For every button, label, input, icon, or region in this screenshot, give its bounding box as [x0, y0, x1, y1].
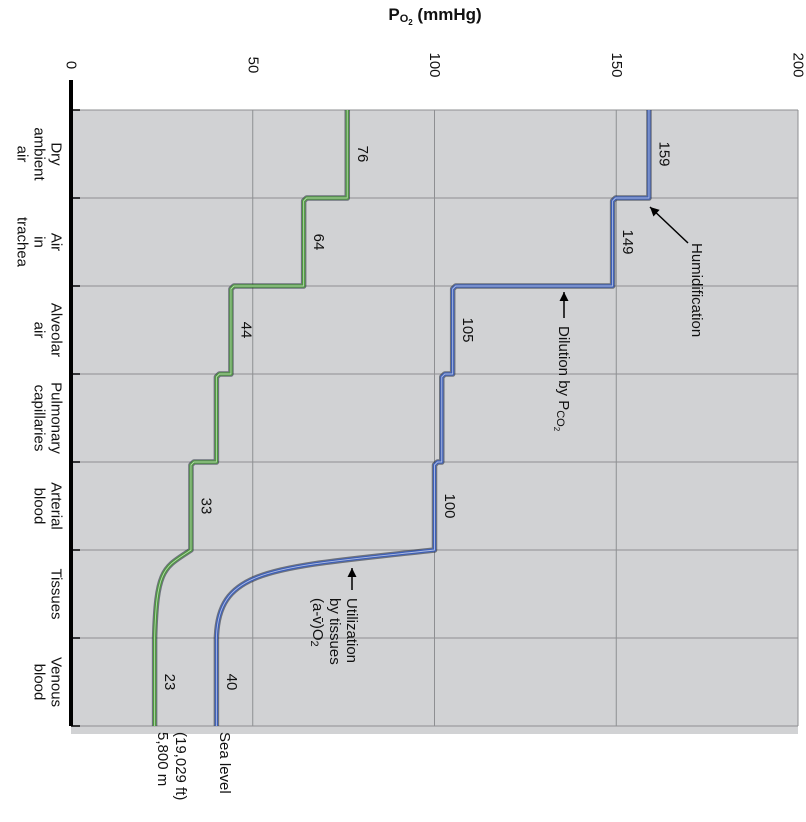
data-label-0-2: 105: [459, 317, 476, 342]
dilution-arrow: [559, 292, 569, 318]
annotation-line: Utilization: [344, 598, 361, 663]
y-axis-title: PO2 (mmHg): [388, 5, 481, 27]
y-tick-label-200: 200: [790, 52, 806, 77]
category-line: air: [14, 146, 31, 163]
y-tick-label-150: 150: [608, 52, 625, 77]
category-line: Dry: [48, 142, 65, 166]
data-label-0-3: 100: [441, 493, 458, 518]
category-line: in: [31, 236, 48, 248]
arrow-head: [650, 207, 660, 217]
series-layer: [151, 110, 652, 726]
annotation-line: Humidification: [689, 243, 706, 337]
category-line: Pulmonary: [48, 382, 65, 454]
series-name-0: Sea level: [216, 732, 233, 794]
data-label-0-1: 149: [619, 229, 636, 254]
category-label-5: Tissues: [48, 568, 65, 619]
category-line: blood: [31, 488, 48, 525]
data-label-1-4: 23: [161, 674, 178, 691]
y-tick-label-100: 100: [426, 52, 443, 77]
category-line: ambient: [31, 127, 48, 181]
arrow-head: [559, 292, 569, 301]
text-layer: DryambientairAirintracheaAlveolarairPulm…: [14, 127, 706, 800]
arrow-head: [347, 568, 357, 577]
category-line: air: [31, 322, 48, 339]
category-line: Alveolar: [48, 303, 65, 357]
data-label-1-1: 64: [310, 234, 327, 251]
category-line: Arterial: [48, 482, 65, 530]
annotation-line: (a-v̄)O2: [308, 598, 327, 647]
data-label-0-4: 40: [223, 674, 240, 691]
series-name-line: (19,029 ft): [172, 732, 189, 800]
data-label-1-2: 44: [237, 322, 254, 339]
series-name-line: 5,800 m: [154, 732, 171, 786]
annotation-line: by tissues: [327, 598, 344, 665]
category-line: Venous: [48, 657, 65, 707]
category-line: Tissues: [48, 568, 65, 619]
data-label-1-3: 33: [197, 498, 214, 515]
y-tick-label-50: 50: [244, 57, 261, 74]
annotation-humidification: Humidification: [689, 243, 706, 337]
data-label-0-0: 159: [655, 141, 672, 166]
utilization-arrow: [347, 568, 357, 590]
y-tick-label-0: 0: [63, 61, 80, 69]
annotation-dilution: Dilution by PCO2: [553, 326, 573, 432]
series-name-1: 5,800 m (19,029 ft): [154, 732, 189, 800]
category-line: Air: [48, 233, 65, 251]
axis-layer: 0 50 100 150 200 PO2 (mmHg): [63, 5, 806, 727]
series-highlight-1: [154, 110, 348, 726]
annotation-line: Dilution by PCO2: [553, 326, 573, 432]
data-label-1-0: 76: [354, 146, 371, 163]
series-name-line: Sea level: [216, 732, 233, 794]
category-line: blood: [31, 664, 48, 701]
category-line: capillaries: [31, 385, 48, 452]
series-highlight-0: [215, 110, 650, 726]
humidification-arrow: [649, 206, 689, 244]
category-line: trachea: [14, 217, 31, 268]
